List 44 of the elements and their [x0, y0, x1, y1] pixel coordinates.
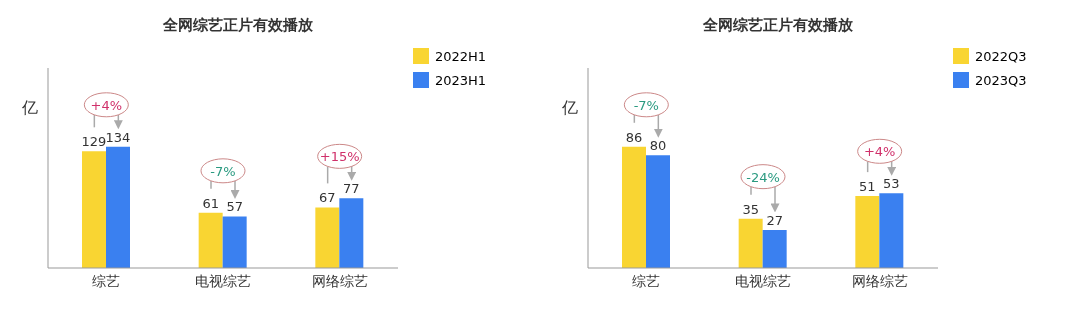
annotation: +4%: [863, 144, 896, 160]
x-tick-label: 电视综艺: [195, 272, 251, 289]
bar: [82, 151, 106, 268]
text: -7%: [633, 97, 659, 113]
x-tick-label: 综艺: [92, 272, 121, 289]
chart-title: 全网综艺正片有效播放: [162, 16, 314, 35]
legend-label: 2023H1: [435, 72, 487, 88]
annotation: -7%: [210, 163, 236, 179]
data-label: 129: [81, 134, 107, 150]
data-label: 35: [742, 201, 759, 217]
bar: [339, 198, 364, 268]
annotation: +15%: [319, 149, 360, 165]
data-label: 67: [319, 190, 336, 206]
data-label: 134: [105, 129, 131, 145]
y-axis-title: 亿: [22, 98, 38, 119]
bar: [879, 193, 904, 268]
x-tick-label: 综艺: [632, 272, 661, 289]
bar: [646, 155, 670, 268]
y-axis-title: 亿: [562, 98, 578, 119]
bar: [738, 218, 763, 268]
bar: [762, 229, 787, 268]
text: +4%: [90, 97, 123, 113]
data-label: 53: [883, 176, 900, 192]
data-label: 27: [766, 212, 783, 228]
bar: [622, 146, 646, 268]
bar: [855, 196, 880, 268]
data-label: 57: [226, 199, 243, 215]
chart-title: 全网综艺正片有效播放: [702, 16, 854, 35]
bar: [222, 216, 247, 268]
x-tick-label: 网络综艺: [851, 272, 908, 289]
data-label: 77: [343, 181, 360, 197]
x-tick-label: 电视综艺: [735, 272, 791, 289]
legend-label: 2022Q3: [975, 48, 1027, 64]
bar: [315, 207, 340, 268]
bar: [198, 212, 223, 268]
legend-label: 2023Q3: [975, 72, 1027, 88]
x-tick-label: 网络综艺: [311, 272, 368, 289]
data-label: 86: [625, 129, 643, 145]
bar: [106, 146, 130, 268]
legend-label: 2022H1: [435, 48, 487, 64]
data-label: 51: [859, 179, 876, 195]
data-label: 61: [202, 195, 219, 211]
annotation: -24%: [746, 169, 780, 185]
data-label: 80: [649, 138, 667, 154]
